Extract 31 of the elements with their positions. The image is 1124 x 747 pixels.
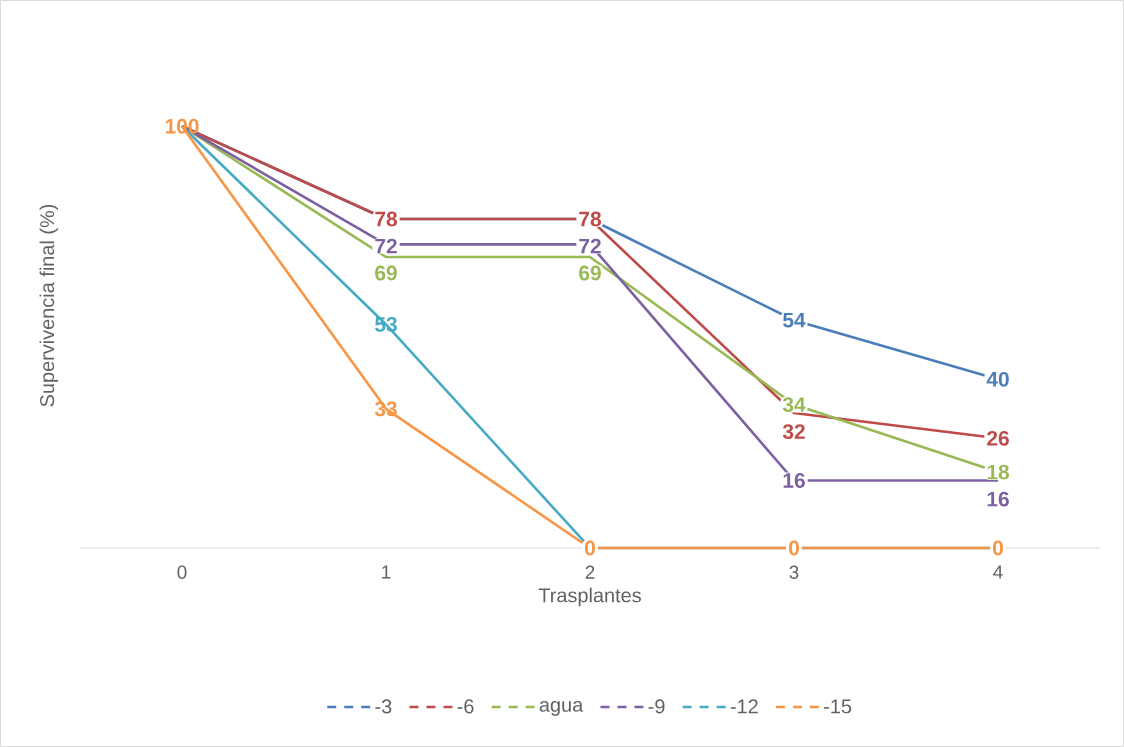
data-label: 78 bbox=[579, 211, 601, 227]
data-label: 72 bbox=[579, 238, 601, 254]
x-tick-label: 1 bbox=[382, 565, 391, 579]
x-tick-label: 4 bbox=[993, 565, 1003, 579]
data-label: 32 bbox=[782, 424, 805, 440]
legend-label: agua bbox=[539, 700, 584, 716]
data-label: 0 bbox=[789, 540, 799, 556]
data-label: 54 bbox=[783, 312, 806, 328]
data-label: 100 bbox=[165, 118, 199, 134]
data-label: 0 bbox=[993, 540, 1003, 556]
x-tick-label: 2 bbox=[585, 565, 595, 579]
legend-label: -3 bbox=[375, 699, 392, 714]
data-label: 40 bbox=[986, 371, 1009, 387]
data-label: 16 bbox=[987, 491, 1009, 507]
y-axis-title: Supervivencia final (%) bbox=[39, 204, 59, 407]
data-label: 16 bbox=[783, 473, 805, 488]
legend-label: -6 bbox=[457, 699, 474, 714]
data-label: 72 bbox=[375, 238, 397, 254]
x-tick-label: 3 bbox=[789, 565, 799, 579]
legend-label: -15 bbox=[824, 699, 852, 714]
data-label: 26 bbox=[987, 430, 1009, 446]
data-label: 0 bbox=[585, 540, 595, 556]
data-label: 69 bbox=[579, 265, 601, 281]
x-tick-label: 0 bbox=[177, 565, 187, 579]
data-label: 78 bbox=[375, 211, 397, 227]
x-axis-title: Trasplantes bbox=[538, 587, 641, 607]
data-label: 69 bbox=[375, 265, 397, 281]
data-label: 18 bbox=[987, 464, 1009, 480]
data-label: 34 bbox=[782, 397, 806, 413]
legend-label: -12 bbox=[730, 699, 758, 714]
legend-label: -9 bbox=[648, 699, 665, 714]
